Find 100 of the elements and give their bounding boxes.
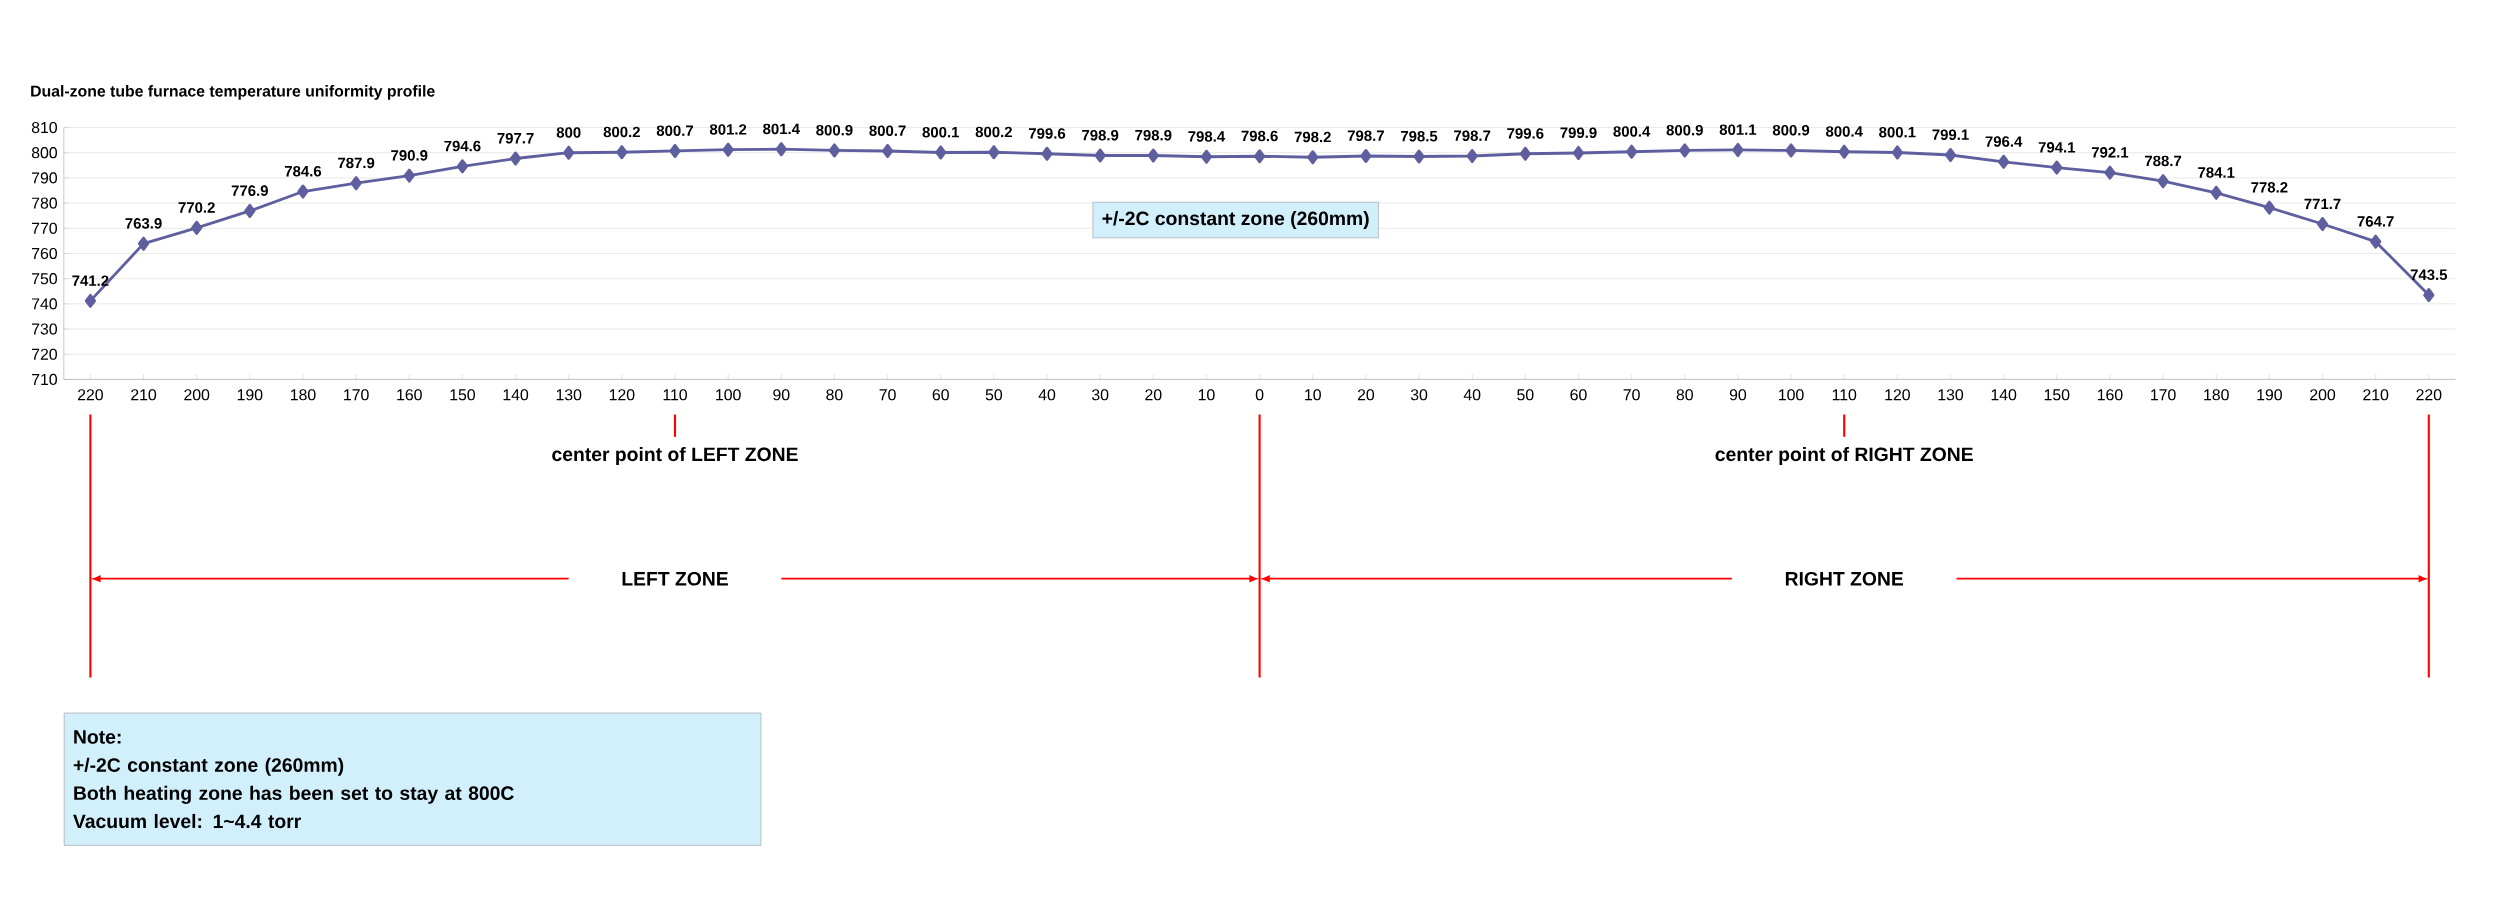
data-label: 798.9 (1082, 129, 1119, 141)
x-tick-label: 10 (1198, 389, 1215, 401)
point (2210, 185, 2222, 200)
x-tick-label: 50 (985, 389, 1003, 401)
point (563, 145, 575, 160)
y-tick-label: 750 (32, 273, 57, 285)
point (1944, 147, 1957, 163)
x-tick-label: 130 (556, 389, 582, 401)
data-label: 798.9 (1135, 129, 1172, 141)
point (1360, 148, 1372, 164)
point (1732, 142, 1744, 157)
point (1466, 148, 1478, 164)
data-label: 796.4 (1985, 136, 2023, 147)
y-tick-label: 780 (32, 197, 57, 209)
point (1200, 149, 1213, 164)
x-tick-label: 220 (2416, 389, 2442, 401)
data-label: 800.7 (869, 125, 906, 136)
point (1998, 154, 2010, 169)
point (1094, 148, 1106, 163)
data-label: 798.2 (1294, 131, 1331, 143)
data-label: 798.4 (1188, 131, 1226, 142)
data-label: 764.7 (2357, 216, 2394, 227)
data-label: 763.9 (125, 218, 162, 229)
point (2157, 174, 2169, 189)
y-tick-label: 770 (32, 222, 57, 234)
x-tick-label: 160 (2097, 389, 2123, 401)
x-tick-label: 190 (237, 389, 263, 401)
x-tick-label: 20 (1145, 389, 1162, 401)
data-label: 800.9 (816, 124, 853, 136)
x-tick-label: 100 (716, 389, 741, 401)
data-label: 741.2 (72, 275, 109, 286)
x-tick-label: 150 (2044, 389, 2070, 401)
point (1147, 148, 1159, 163)
point (2423, 288, 2435, 303)
point (935, 145, 947, 160)
point (2316, 216, 2329, 232)
data-label: 799.9 (1560, 127, 1597, 138)
x-tick-label: 90 (773, 389, 790, 401)
data-label: 800.1 (922, 126, 959, 138)
data-label: 798.7 (1454, 130, 1491, 141)
data-label: 794.6 (444, 140, 481, 152)
data-label: 799.1 (1932, 129, 1969, 140)
x-tick-label: 40 (1038, 389, 1056, 401)
x-tick-label: 150 (450, 389, 475, 401)
chart-title: Dual-zone tube furnace temperature uniformity profile (31, 85, 435, 100)
data-label: 799.6 (1507, 128, 1544, 139)
point (1041, 146, 1053, 161)
point (1253, 149, 1266, 164)
x-tick-label: 120 (609, 389, 635, 401)
data-label: 776.9 (231, 185, 268, 196)
text: Vacuum level: 1~4.4 torr (73, 813, 301, 829)
point (2104, 165, 2116, 180)
x-tick-label: 200 (184, 389, 210, 401)
x-tick-label: 140 (503, 389, 529, 401)
x-tick-label: 220 (77, 389, 103, 401)
data-label: 800.7 (656, 125, 694, 136)
data-label: 798.6 (1241, 130, 1278, 142)
y-tick-label: 790 (32, 172, 57, 184)
x-tick-label: 170 (344, 389, 369, 401)
data-label: 800.4 (1613, 126, 1651, 137)
data-label: 794.1 (2038, 142, 2076, 153)
data-label: 800.9 (1772, 124, 1810, 136)
data-label: 800 (556, 127, 581, 138)
x-tick-label: 200 (2310, 389, 2336, 401)
point (1413, 149, 1425, 164)
text: RIGHT ZONE (1785, 571, 1904, 586)
text: Note: (74, 730, 121, 744)
point (1519, 146, 1531, 161)
x-tick-label: 190 (2257, 389, 2282, 401)
point (137, 236, 150, 251)
x-tick-label: 40 (1463, 389, 1481, 401)
data-label: 787.9 (338, 157, 375, 169)
point (244, 203, 256, 218)
x-tick-label: 120 (1885, 389, 1910, 401)
point (509, 151, 522, 166)
point (1572, 145, 1585, 161)
data-label: 784.6 (284, 165, 322, 177)
data-label: 801.2 (709, 124, 747, 135)
text: Both heating zone has been set to stay at 800C (74, 785, 514, 804)
y-tick-label: 730 (32, 323, 57, 335)
point (1307, 150, 1319, 165)
point (2263, 200, 2275, 215)
point (2051, 160, 2063, 175)
point (828, 143, 841, 158)
point (1785, 143, 1797, 158)
data-label: 778.2 (2251, 182, 2288, 193)
x-tick-label: 10 (1305, 389, 1321, 401)
y-tick-label: 800 (31, 147, 57, 159)
text: LEFT ZONE (622, 571, 728, 586)
x-tick-label: 140 (1991, 389, 2017, 401)
y-tick-label: 740 (32, 298, 57, 310)
point (1838, 144, 1850, 159)
data-label: 800.2 (975, 126, 1012, 138)
x-tick-label: 90 (1729, 389, 1747, 401)
data-label: 788.7 (2145, 155, 2182, 167)
data-label: 801.4 (763, 123, 800, 135)
data-label: 771.7 (2304, 198, 2341, 210)
data-label: 798.7 (1347, 130, 1384, 141)
data-label: 800.2 (603, 126, 640, 138)
annotation: +/-2C constant zone (260mm) (1102, 211, 1369, 230)
